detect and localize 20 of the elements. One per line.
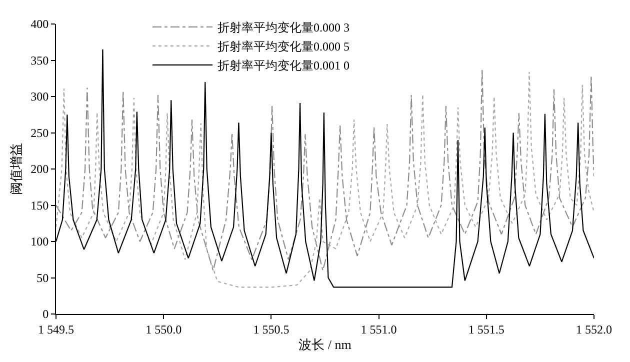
y-tick-label: 200 — [30, 162, 49, 176]
y-tick-label: 350 — [30, 53, 49, 68]
y-tick-label: 0 — [42, 307, 49, 322]
y-tick-label: 250 — [30, 126, 49, 140]
y-tick-label: 100 — [30, 234, 49, 249]
x-tick-label: 1 549.5 — [38, 322, 74, 336]
y-tick-label: 150 — [30, 198, 49, 212]
y-tick-label: 50 — [36, 270, 49, 285]
x-axis-title: 波长 / nm — [298, 337, 352, 352]
legend-label: 折射率平均变化量0.000 5 — [217, 40, 350, 54]
y-axis-title: 阈值增益 — [8, 143, 24, 195]
y-tick-label: 400 — [30, 17, 49, 32]
x-tick-label: 1 552.0 — [576, 322, 612, 336]
x-tick-label: 1 550.5 — [253, 322, 290, 336]
legend-label: 折射率平均变化量0.000 3 — [217, 20, 350, 35]
x-tick-label: 1 551.0 — [360, 322, 397, 336]
x-tick-label: 1 550.0 — [146, 322, 182, 336]
legend-label: 折射率平均变化量0.001 0 — [217, 58, 350, 73]
x-tick-label: 1 551.5 — [468, 322, 504, 336]
y-tick-label: 300 — [30, 90, 49, 104]
